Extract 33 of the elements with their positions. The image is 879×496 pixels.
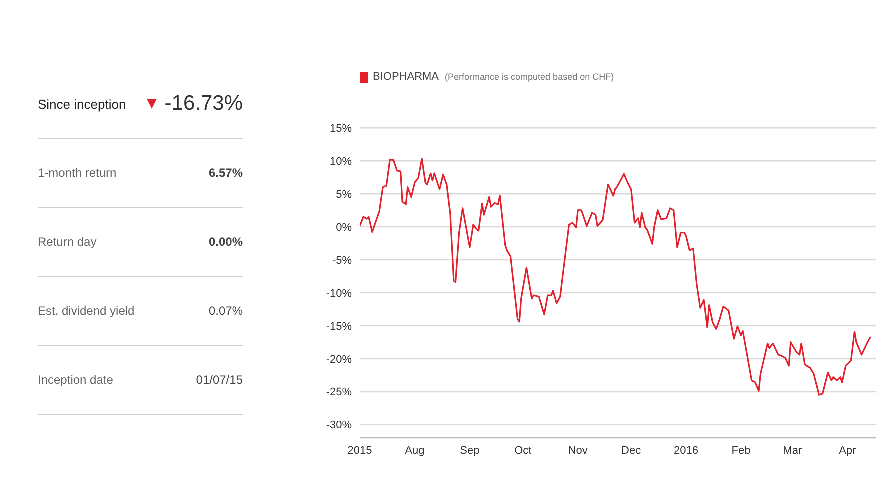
x-tick-label: Oct [514,444,532,457]
y-tick-label: -20% [326,354,352,366]
chart-subtitle: (Performance is computed based on CHF) [445,72,614,82]
text: 01/07/15 [196,373,243,387]
y-tick-label: 10% [330,156,352,168]
x-tick-label: Apr [839,444,857,457]
x-tick-label: 2016 [674,444,699,457]
text: Since inception [38,96,126,112]
legend-label: BIOPHARMA [373,71,440,83]
y-tick-label: -5% [332,254,352,267]
y-tick-label: -30% [326,420,352,432]
x-tick-label: Nov [568,444,588,457]
x-tick-label: Feb [732,444,751,457]
text: 0.07% [208,304,243,318]
x-tick-label: 2015 [348,444,372,457]
y-tick-label: 0% [336,222,352,234]
text: 0.00% [208,235,243,249]
text: Return day [38,235,97,249]
text: 1-month return [38,166,117,180]
text: Est. dividend yield [38,304,135,318]
x-tick-label: Aug [405,444,425,457]
text: Inception date [38,373,114,387]
y-tick-label: -25% [326,386,352,399]
y-tick-label: 15% [330,122,352,135]
y-tick-label: 5% [336,188,352,201]
x-tick-label: Dec [622,444,642,457]
text: 6.57% [208,166,243,180]
x-tick-label: Mar [783,444,802,457]
y-tick-label: -10% [326,288,352,300]
x-tick-label: Sep [460,444,480,457]
y-tick-label: -15% [326,320,352,333]
text: -16.73% [164,92,243,116]
line-series [360,158,872,396]
